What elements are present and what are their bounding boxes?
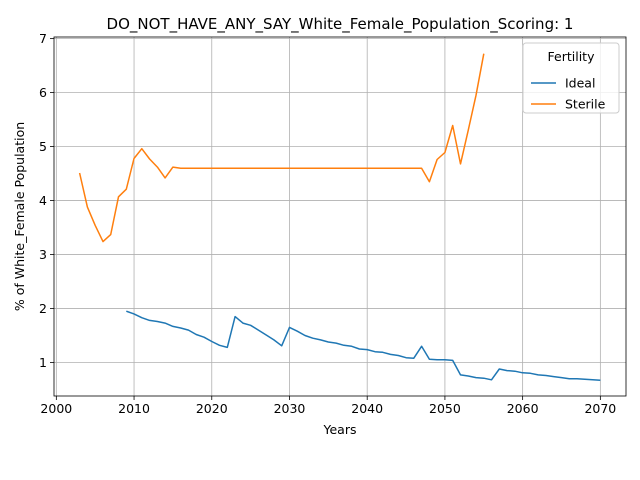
x-tick-label: 2050: [429, 401, 461, 416]
legend-title: Fertility: [548, 49, 596, 64]
x-tick-label: 2060: [507, 401, 539, 416]
legend: Fertility Ideal Sterile: [522, 42, 620, 114]
y-tick-label: 3: [39, 247, 47, 262]
x-tick-label: 2030: [274, 401, 306, 416]
y-tick-label: 6: [39, 85, 47, 100]
y-tick-label: 2: [39, 301, 47, 316]
legend-label-sterile: Sterile: [565, 97, 606, 112]
series-line-ideal: [126, 310, 601, 382]
y-tick-label: 7: [39, 31, 47, 46]
y-tick-label: 5: [39, 139, 47, 154]
chart-title: DO_NOT_HAVE_ANY_SAY_White_Female_Populat…: [107, 15, 574, 34]
series-lines: [78, 53, 601, 382]
x-tick-label: 2010: [118, 401, 150, 416]
y-tick-label: 4: [39, 193, 47, 208]
y-axis-label: % of White_Female Population: [12, 122, 27, 311]
legend-box: [522, 42, 620, 114]
x-tick-label: 2020: [196, 401, 228, 416]
y-tick-label: 1: [39, 355, 47, 370]
legend-label-ideal: Ideal: [565, 76, 595, 91]
axis-ticks: 2000 2010 2020 2030 2040 2050 2060 2070 1 2 3 4 5 6 7: [39, 31, 616, 416]
x-axis-label: Years: [323, 422, 357, 437]
plot-area-frame: [53, 36, 627, 397]
legend-items: Ideal Sterile: [531, 76, 606, 112]
x-tick-label: 2040: [351, 401, 383, 416]
series-line-sterile: [78, 53, 485, 243]
x-tick-label: 2000: [40, 401, 72, 416]
x-tick-label: 2070: [584, 401, 616, 416]
